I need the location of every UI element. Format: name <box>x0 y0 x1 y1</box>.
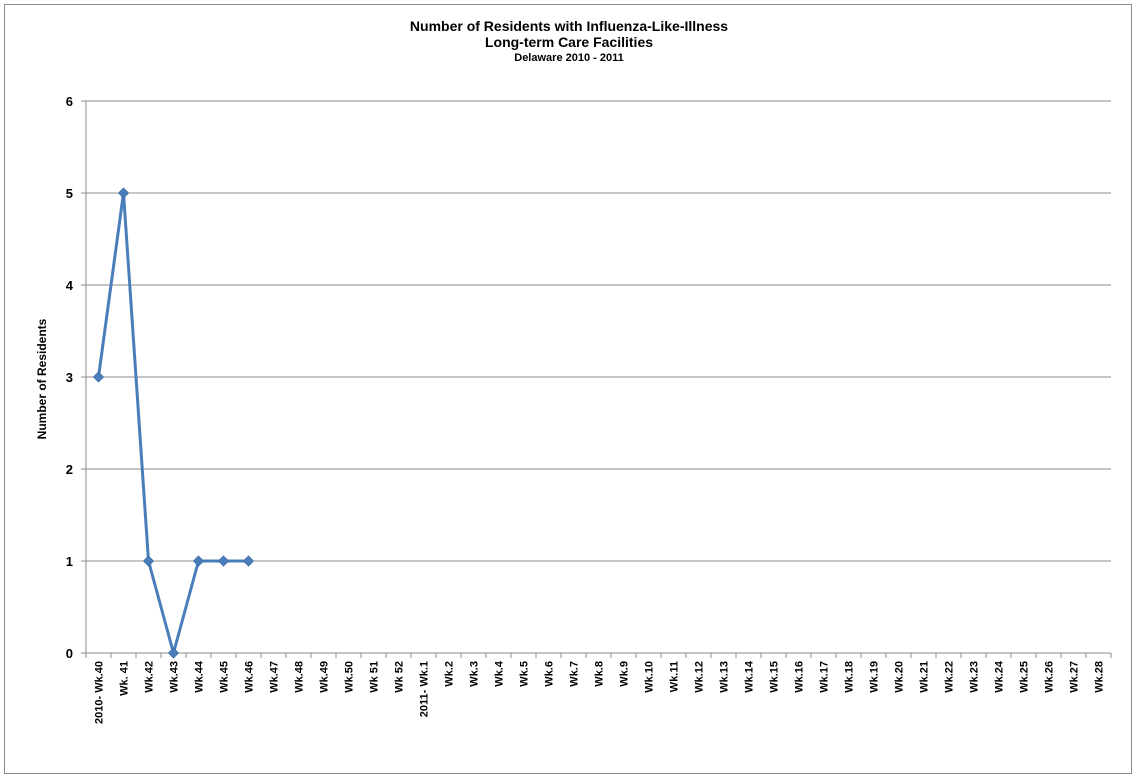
y-axis-label: Number of Residents <box>35 318 49 439</box>
x-tick-label: Wk.3 <box>469 661 481 687</box>
x-tick-label: Wk.46 <box>244 661 256 693</box>
series-line <box>97 191 249 655</box>
x-tick-label: Wk.18 <box>844 661 856 693</box>
x-tick-label: Wk.2 <box>444 661 456 687</box>
x-tick-label: 2010- Wk.40 <box>94 661 106 724</box>
x-tick-label: Wk.19 <box>869 661 881 693</box>
x-tick-label: Wk.50 <box>344 661 356 693</box>
x-tick-label: Wk.25 <box>1019 661 1031 693</box>
x-tick-label: Wk.8 <box>594 661 606 687</box>
data-series <box>92 187 255 659</box>
x-tick-label: Wk.43 <box>169 661 181 693</box>
y-axis-ticks: 0 1 2 3 4 5 6 <box>66 94 86 661</box>
chart-title-line-1: Number of Residents with Influenza-Like-… <box>410 18 728 34</box>
data-point <box>117 187 130 199</box>
x-tick-label: Wk.20 <box>894 661 906 693</box>
axes <box>85 101 1111 654</box>
chart-frame: Number of Residents with Influenza-Like-… <box>4 4 1132 774</box>
x-tick-label: Wk.45 <box>219 661 231 693</box>
x-tick-label: Wk.10 <box>644 661 656 693</box>
x-tick-label: Wk.12 <box>694 661 706 693</box>
x-tick-label: Wk 52 <box>394 661 406 693</box>
x-tick-label: Wk.13 <box>719 661 731 693</box>
data-point <box>92 371 105 383</box>
x-tick-label: Wk.26 <box>1044 661 1056 693</box>
data-point <box>217 555 230 567</box>
x-tick-label: Wk.21 <box>919 661 931 693</box>
y-tick-label: 2 <box>66 462 73 477</box>
x-tick-label: Wk.4 <box>494 660 506 687</box>
x-tick-label: Wk.28 <box>1094 661 1106 693</box>
gridlines <box>86 100 1111 562</box>
y-tick-label: 4 <box>66 278 74 293</box>
x-tick-label: Wk 51 <box>369 661 381 693</box>
x-tick-label: Wk.9 <box>619 661 631 687</box>
x-tick-label: Wk.44 <box>194 660 206 693</box>
x-axis-ticks: 2010- Wk.40 Wk. 41 Wk.42 Wk.43 Wk.44 Wk.45 Wk.… <box>85 653 1112 724</box>
data-point <box>142 555 155 567</box>
x-tick-label: Wk.24 <box>994 660 1006 693</box>
y-tick-label: 5 <box>66 186 73 201</box>
y-tick-label: 0 <box>66 646 73 661</box>
x-tick-label: Wk.14 <box>744 660 756 693</box>
x-tick-label: Wk.7 <box>569 661 581 687</box>
x-tick-label: Wk.47 <box>269 661 281 693</box>
x-tick-label: 2011- Wk.1 <box>419 661 431 717</box>
x-tick-label: Wk.23 <box>969 661 981 693</box>
y-tick-label: 6 <box>66 94 73 109</box>
x-tick-label: Wk. 41 <box>119 661 131 696</box>
x-tick-label: Wk.27 <box>1069 661 1081 693</box>
x-tick-label: Wk.22 <box>944 661 956 693</box>
x-tick-label: Wk.11 <box>669 661 681 692</box>
y-tick-label: 1 <box>66 554 73 569</box>
data-point <box>242 555 255 567</box>
x-tick-label: Wk.48 <box>294 661 306 693</box>
x-tick-label: Wk.6 <box>544 661 556 687</box>
data-point <box>167 647 180 659</box>
x-tick-label: Wk.5 <box>519 661 531 687</box>
x-tick-label: Wk.42 <box>144 661 156 693</box>
chart-subtitle: Delaware 2010 - 2011 <box>514 52 623 64</box>
x-tick-label: Wk.17 <box>819 661 831 693</box>
x-tick-label: Wk.49 <box>319 661 331 693</box>
y-tick-label: 3 <box>66 370 73 385</box>
data-point <box>192 555 205 567</box>
chart-title-line-2: Long-term Care Facilities <box>485 34 653 50</box>
line-chart: Number of Residents with Influenza-Like-… <box>35 18 1112 724</box>
x-tick-label: Wk.15 <box>769 661 781 693</box>
x-tick-label: Wk.16 <box>794 661 806 693</box>
